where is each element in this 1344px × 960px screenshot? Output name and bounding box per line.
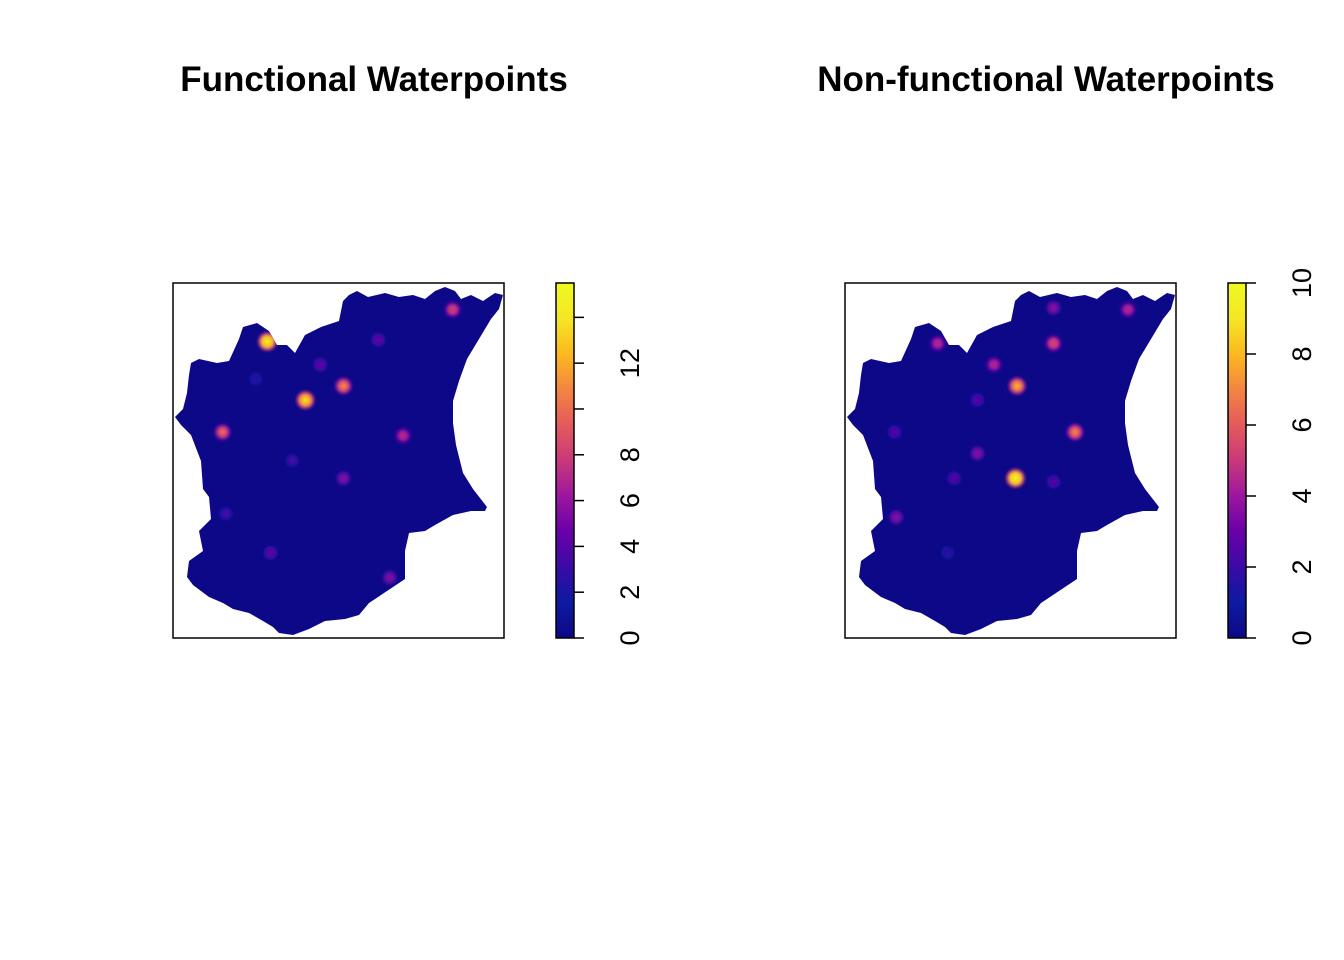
density-hotspot-core: [341, 383, 346, 389]
density-hotspot: [447, 304, 458, 315]
density-hotspot: [222, 509, 230, 518]
region-shape: [847, 287, 1175, 635]
legend-tick-label: 0: [1287, 630, 1317, 645]
legend-tick-label: 8: [615, 447, 645, 462]
legend-tick-label: 12: [615, 348, 645, 378]
legend-tick-label: 6: [1287, 417, 1317, 432]
map-panel-non-functional: [844, 282, 1177, 639]
density-hotspot: [891, 512, 901, 522]
density-hotspot: [973, 449, 982, 458]
legend-colorbar: [555, 282, 575, 639]
legend-tick-label: 6: [615, 493, 645, 508]
density-hotspot: [950, 474, 959, 483]
density-hotspot-core: [1013, 476, 1018, 481]
density-hotspot: [973, 396, 982, 405]
density-hotspot: [316, 360, 325, 369]
density-hotspot: [943, 549, 952, 557]
legend-functional: 0 2 4 6 8 12: [555, 282, 645, 646]
density-hotspot: [1049, 477, 1058, 486]
panel-title-functional: Functional Waterpoints: [180, 60, 568, 99]
density-hotspot-core: [303, 397, 308, 403]
density-hotspot-core: [1072, 429, 1078, 435]
density-hotspot: [890, 428, 899, 437]
density-hotspot: [288, 456, 297, 465]
density-hotspot: [266, 548, 275, 557]
legend-tick-label: 8: [1287, 346, 1317, 361]
density-hotspot: [1123, 304, 1133, 315]
density-hotspot: [989, 359, 999, 370]
legend-tick-label: 2: [1287, 559, 1317, 574]
legend-tick-label: 0: [615, 630, 645, 645]
legend-tick-label: 2: [615, 585, 645, 600]
density-hotspot: [1049, 303, 1058, 313]
legend-tick-label: 4: [1287, 488, 1317, 503]
density-hotspot-core: [265, 339, 270, 344]
density-hotspot: [385, 573, 395, 583]
legend-colorbar: [1227, 282, 1247, 639]
panel-title-non-functional: Non-functional Waterpoints: [817, 60, 1275, 99]
density-hotspot: [398, 430, 408, 441]
density-hotspot: [252, 375, 260, 383]
density-hotspot-core: [220, 429, 225, 435]
density-hotspot: [339, 473, 348, 483]
density-hotspot: [932, 338, 943, 349]
density-hotspot: [374, 335, 383, 344]
density-hotspot-core: [1014, 383, 1020, 389]
map-panel-functional: [172, 282, 505, 639]
legend-non-functional: 0 2 4 6 8 10: [1227, 268, 1317, 646]
legend-tick-label: 10: [1287, 268, 1317, 298]
legend-tick-label: 4: [615, 539, 645, 554]
density-hotspot: [1048, 338, 1059, 349]
